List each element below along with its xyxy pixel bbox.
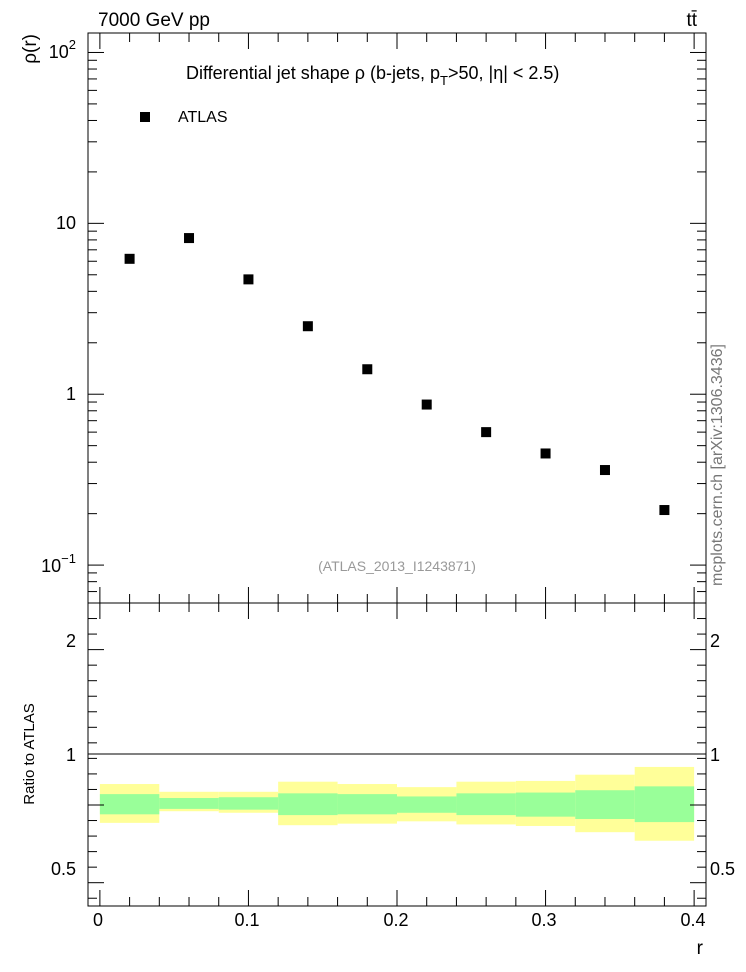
ratio-band-1-bin-0: [99, 794, 160, 815]
ratio-band-1-bin-8: [575, 790, 635, 819]
x-axis-label: r: [697, 938, 704, 959]
ratio-uncertainty-bands: [99, 766, 695, 841]
legend-marker-atlas: [140, 112, 150, 122]
ratio-y-tick-label-right-0.5: 0.5: [710, 859, 735, 879]
ratio-y-tick-label-right-1: 1: [710, 745, 720, 765]
ratio-y-tick-label-right-2: 2: [710, 631, 720, 651]
ratio-band-1-bin-1: [159, 798, 219, 809]
data-point-4: [362, 364, 373, 375]
ratio-y-axis-label: Ratio to ATLAS: [21, 703, 38, 804]
main-data-points: [124, 233, 670, 516]
data-point-3: [302, 321, 313, 332]
x-tick-label-0.2: 0.2: [383, 910, 408, 930]
x-tick-label-0: 0: [93, 910, 103, 930]
chart-title: Differential jet shape ρ (b-jets, pT>50,…: [186, 63, 559, 88]
data-point-1: [184, 233, 195, 244]
ratio-axis-ticks: [88, 603, 706, 906]
data-point-2: [243, 274, 254, 285]
ratio-y-tick-label-left-1: 1: [66, 745, 76, 765]
ratio-frame: [87, 602, 707, 907]
ratio-band-1-bin-3: [278, 793, 338, 816]
x-tick-label-0.1: 0.1: [234, 910, 259, 930]
legend-label-atlas: ATLAS: [178, 109, 228, 126]
x-tick-label-0.4: 0.4: [680, 910, 705, 930]
ratio-band-1-bin-6: [456, 793, 516, 816]
watermark: mcplots.cern.ch [arXiv:1306.3436]: [709, 344, 726, 586]
analysis-annotation: (ATLAS_2013_I1243871): [318, 558, 476, 574]
y-tick-label-10: 10: [56, 213, 76, 233]
process-label: tt̄: [686, 10, 697, 31]
y-tick-label-1: 1: [66, 384, 76, 404]
data-point-0: [124, 253, 135, 264]
ratio-band-1-bin-2: [218, 797, 279, 810]
ratio-band-1-bin-7: [515, 792, 576, 817]
data-point-6: [481, 427, 492, 438]
ratio-y-tick-label-left-0.5: 0.5: [51, 859, 76, 879]
ratio-band-1-bin-4: [337, 794, 397, 815]
data-point-9: [659, 505, 670, 516]
energy-label: 7000 GeV pp: [98, 10, 210, 31]
ratio-y-tick-label-left-2: 2: [66, 631, 76, 651]
data-point-8: [599, 465, 610, 476]
data-point-7: [540, 448, 551, 459]
main-y-axis-label: ρ(r): [20, 34, 41, 64]
ratio-band-1-bin-5: [397, 796, 457, 813]
main-axis-ticks: [88, 33, 706, 604]
ratio-panel: 2 1 0.5 2 1 0.5 Ratio to ATLAS 0 0.1 0.2…: [21, 602, 735, 959]
x-tick-label-0.3: 0.3: [531, 910, 556, 930]
ratio-band-1-bin-9: [634, 786, 695, 823]
data-point-5: [421, 399, 432, 410]
